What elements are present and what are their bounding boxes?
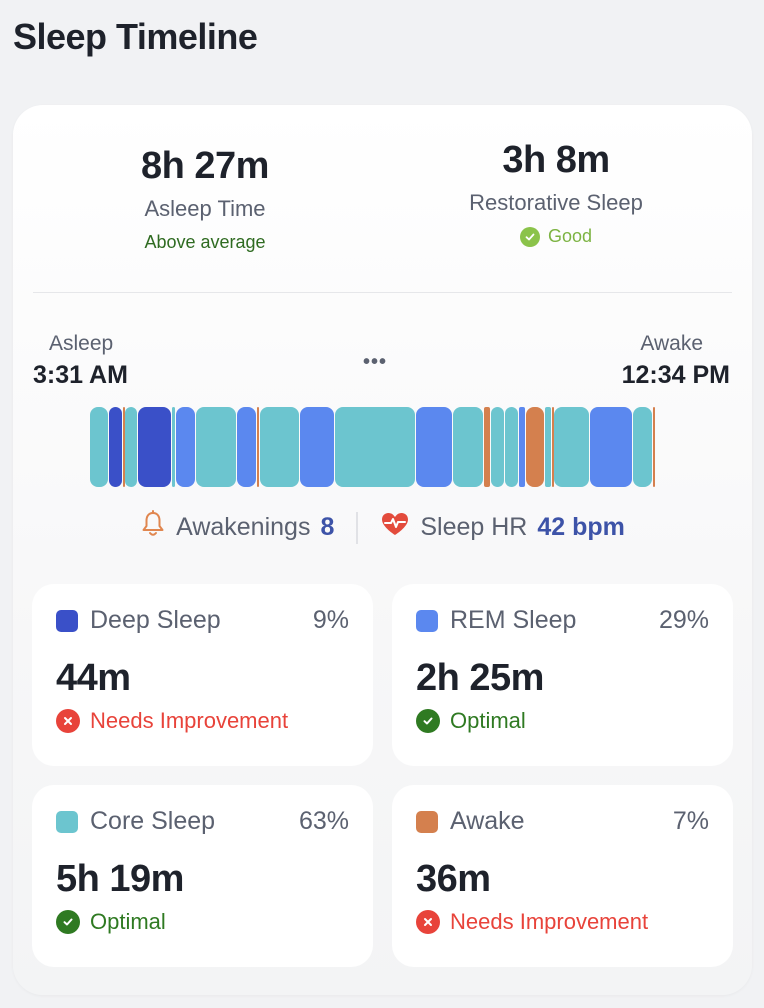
awakenings-value: 8 (320, 513, 335, 541)
timeline-segment-rem (236, 407, 257, 487)
rem-sleep-swatch (416, 609, 438, 632)
rem-sleep-tile[interactable]: REM Sleep 29% 2h 25m Optimal (392, 584, 733, 766)
timeline-segment-rem (176, 407, 195, 487)
timeline-segment-core (125, 407, 137, 487)
error-circle-icon (56, 709, 80, 733)
stage-name: Core Sleep (90, 807, 216, 835)
core-sleep-swatch (56, 810, 78, 833)
core-sleep-tile[interactable]: Core Sleep 63% 5h 19m Optimal (32, 785, 373, 967)
asleep-label: Asleep (49, 332, 114, 355)
awake-swatch (416, 810, 438, 833)
timeline-segment-core (632, 407, 653, 487)
asleep-time-label: Asleep Time (144, 196, 266, 221)
page-title: Sleep Timeline (13, 16, 258, 57)
timeline-segment-core (90, 407, 108, 487)
sleep-stage-timeline[interactable] (90, 407, 656, 487)
timeline-segment-core (544, 407, 552, 487)
timeline-segment-core (171, 407, 176, 487)
stage-percent: 63% (298, 807, 349, 835)
stage-status: Optimal (56, 909, 349, 935)
timeline-segment-deep (138, 407, 171, 487)
timeline-segment-core (453, 407, 483, 487)
timeline-segment-rem (416, 407, 453, 487)
timeline-segment-awake (552, 407, 555, 487)
stage-status: Needs Improvement (56, 708, 349, 734)
timeline-segment-core (335, 407, 415, 487)
sleep-hr-value: 42 bpm (537, 513, 625, 541)
restorative-sleep-value: 3h 8m (502, 139, 610, 181)
more-options-icon[interactable]: ••• (363, 351, 388, 373)
stage-duration: 44m (56, 657, 131, 699)
timeline-segment-rem (300, 407, 335, 487)
timeline-segment-core (491, 407, 505, 487)
awake-label: Awake (640, 332, 703, 355)
timeline-segment-awake (653, 407, 656, 487)
timeline-segment-deep (108, 407, 122, 487)
awake-time: 12:34 PM (621, 361, 730, 389)
stage-percent: 29% (658, 606, 709, 634)
asleep-time-note: Above average (144, 232, 266, 252)
awakenings-metric: Awakenings 8 (140, 510, 334, 545)
stage-name: Deep Sleep (90, 606, 221, 634)
check-circle-icon (56, 910, 80, 934)
stage-percent: 7% (672, 807, 709, 835)
restorative-sleep-note: Good (406, 226, 706, 247)
check-circle-icon (416, 709, 440, 733)
timeline-segment-rem (590, 407, 632, 487)
sleep-card: 8h 27m Asleep Time Above average 3h 8m R… (13, 105, 752, 995)
timeline-segment-awake (122, 407, 125, 487)
timeline-segment-awake (526, 407, 544, 487)
deep-sleep-tile[interactable]: Deep Sleep 9% 44m Needs Improvement (32, 584, 373, 766)
timeline-segment-core (259, 407, 300, 487)
heart-rate-icon (380, 511, 410, 544)
stage-name: REM Sleep (450, 606, 577, 634)
asleep-time-value: 8h 27m (141, 145, 269, 187)
divider (33, 292, 732, 293)
deep-sleep-swatch (56, 609, 78, 632)
timeline-segment-awake (257, 407, 260, 487)
error-circle-icon (416, 910, 440, 934)
asleep-time-stat: 8h 27m Asleep Time Above average (55, 145, 355, 253)
awake-tile[interactable]: Awake 7% 36m Needs Improvement (392, 785, 733, 967)
timeline-segment-core (554, 407, 590, 487)
sleep-metrics: Awakenings 8 Sleep HR 42 bpm (13, 510, 752, 545)
sleep-hr-metric: Sleep HR 42 bpm (380, 511, 625, 544)
metric-separator (356, 511, 359, 544)
timeline-segment-rem (519, 407, 526, 487)
bell-icon (140, 510, 166, 545)
check-circle-icon (519, 226, 540, 247)
stage-name: Awake (450, 807, 525, 835)
restorative-sleep-label: Restorative Sleep (469, 190, 643, 215)
timeline-segment-core (195, 407, 236, 487)
sleep-hr-label: Sleep HR (420, 513, 528, 541)
restorative-sleep-stat: 3h 8m Restorative Sleep Good (406, 139, 706, 247)
stage-status: Needs Improvement (416, 909, 709, 935)
stage-status: Optimal (416, 708, 709, 734)
timeline-segment-core (505, 407, 519, 487)
stage-duration: 5h 19m (56, 858, 184, 900)
stage-duration: 2h 25m (416, 657, 544, 699)
asleep-time: 3:31 AM (33, 361, 128, 389)
stage-duration: 36m (416, 858, 491, 900)
timeline-segment-awake (483, 407, 491, 487)
awakenings-label: Awakenings (176, 513, 311, 541)
stage-percent: 9% (312, 606, 349, 634)
